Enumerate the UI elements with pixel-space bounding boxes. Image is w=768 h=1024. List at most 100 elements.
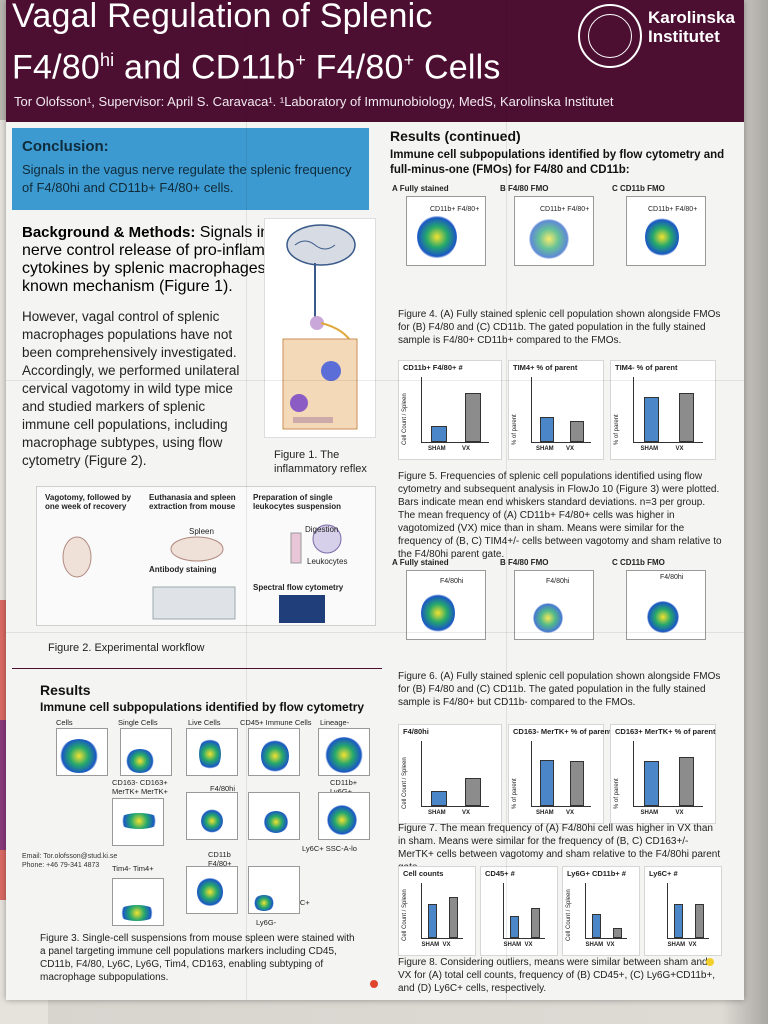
poster-title: Vagal Regulation of Splenic F4/80hi and … [12, 0, 501, 89]
category-label: VX [462, 810, 471, 816]
title-part: F4/80 [306, 48, 404, 87]
workflow-step-4: Antibody staining [149, 565, 217, 574]
poster-authors: Tor Olofsson¹, Supervisor: April S. Cara… [14, 94, 614, 109]
figure-2-caption: Figure 2. Experimental workflow [48, 642, 205, 654]
conclusion-heading: Conclusion: [22, 138, 109, 155]
results-continued-heading: Results (continued) [390, 128, 521, 144]
gate-label: CD11b+ F4/80+ [648, 206, 698, 213]
title-part: Cells [414, 48, 501, 87]
bar [431, 425, 447, 442]
bar [465, 778, 481, 806]
title-line-2: F4/80hi and CD11b+ F4/80+ Cells [12, 38, 501, 89]
fold-line [246, 0, 247, 1000]
bar [448, 896, 459, 938]
category-label: VX [442, 942, 451, 948]
title-part: and CD11b [114, 48, 296, 87]
category-label: SHAM [640, 446, 659, 452]
y-axis-label: Cell Count / Spleen [402, 393, 408, 445]
chart-axes [421, 883, 463, 939]
pushpin-icon [706, 958, 714, 966]
bar [643, 761, 660, 806]
bar [591, 913, 602, 938]
category-label: SHAM [585, 942, 604, 948]
facs-plot [112, 798, 164, 846]
facs-plot [514, 570, 594, 640]
facs-plot [514, 196, 594, 266]
chart-axes [585, 883, 627, 939]
gate-label: Ly6G- [256, 918, 277, 927]
background-text: Signals in the vagus nerve control relea… [22, 224, 343, 295]
results-continued-subheading: Immune cell subpopulations identified by… [390, 149, 725, 176]
panel-title: A Fully stained [392, 184, 449, 193]
workflow-illustrations [62, 524, 342, 623]
category-label: VX [675, 810, 684, 816]
bar-chart: CD163- MerTK+ % of parent % of parent SHAM… [508, 724, 612, 824]
bar-chart: CD45+ # SHAM VX [480, 866, 558, 956]
category-label: SHAM [428, 446, 446, 452]
bar [694, 904, 705, 938]
chart-title: CD45+ # [485, 869, 515, 878]
figure-3-caption: Figure 3. Single-cell suspensions from m… [40, 933, 355, 983]
fig4-panel-a: A Fully stained CD11b+ F4/80+ [392, 184, 488, 274]
figure-6-flow-panels: A Fully stained F4/80hi B F4/80 FMO F4/8… [392, 558, 712, 658]
figure-4-flow-panels: A Fully stained CD11b+ F4/80+ B F4/80 FM… [392, 184, 712, 284]
figure-1-inflammatory-reflex [264, 218, 376, 438]
inflammatory-reflex-diagram [282, 224, 358, 430]
category-label: SHAM [503, 942, 522, 948]
bar-chart: TIM4+ % of parent % of parent SHAM VX [508, 360, 604, 460]
phone-number: Phone: +46 79-341 4873 [22, 862, 100, 869]
bar-chart: Ly6C+ # SHAM VX [644, 866, 722, 956]
bar-chart: CD163+ MerTK+ % of parent % of parent SHAM… [610, 724, 716, 824]
chart-title: F4/80hi [403, 727, 429, 736]
background-p2: However, vagal control of splenic macrop… [22, 309, 240, 468]
figure-5-bar-charts: CD11b+ F4/80+ # Cell Count / Spleen SHAM VX… [392, 360, 720, 460]
bar-chart: TIM4- % of parent % of parent SHAM VX [610, 360, 716, 460]
gate-label: CD11b F4/80+ [208, 850, 232, 868]
fold-line [6, 380, 744, 381]
chart-axes [421, 377, 489, 443]
bar [643, 396, 660, 442]
chart-title: TIM4- % of parent [615, 363, 678, 372]
gate-label: CD11b+ F4/80+ [540, 206, 590, 213]
y-axis-label: % of parent [614, 778, 620, 809]
spleen-label: Spleen [189, 527, 214, 536]
y-axis-label: % of parent [614, 414, 620, 445]
gate-label: Single Cells [118, 718, 158, 727]
chart-title: Ly6G+ CD11b+ # [567, 869, 626, 878]
chart-axes [633, 377, 703, 443]
chart-axes [633, 741, 703, 807]
bar [530, 908, 541, 938]
institution-line: Karolinska [648, 8, 735, 27]
category-label: SHAM [640, 810, 659, 816]
gate-label: F4/80hi [546, 578, 570, 585]
institution-name: Karolinska Institutet [648, 8, 735, 46]
figure-1-caption: Figure 1. The inflammatory reflex [274, 449, 367, 475]
chart-title: Cell counts [403, 869, 444, 878]
title-part: F4/80 [12, 48, 100, 87]
gate-label: Tim4- Tim4+ [112, 864, 154, 873]
facs-plot [318, 728, 370, 776]
chart-title: TIM4+ % of parent [513, 363, 578, 372]
facs-plot [186, 792, 238, 840]
workflow-step-3: Preparation of single leukocytes suspens… [253, 493, 342, 511]
facs-plot [248, 866, 300, 914]
fig6-panel-b: B F4/80 FMO F4/80hi [500, 558, 596, 648]
conclusion-box: Conclusion: Signals in the vagus nerve r… [12, 128, 369, 210]
figure-3-gating: Cells Single Cells Live Cells CD45+ Immu… [40, 718, 374, 948]
email-link[interactable]: Email: Tor.olofsson@stud.ki.se [22, 853, 118, 860]
bar [431, 791, 447, 806]
category-label: VX [566, 446, 575, 452]
workflow-step-1: Vagotomy, followed by one week of recove… [45, 493, 132, 511]
panel-title: C CD11b FMO [612, 558, 665, 567]
contact-info: Email: Tor.olofsson@stud.ki.se Phone: +4… [22, 852, 117, 870]
panel-title: C CD11b FMO [612, 184, 665, 193]
right-column: Results (continued) Immune cell subpopul… [384, 126, 736, 996]
facs-plot [186, 728, 238, 776]
chart-title: CD11b+ F4/80+ # [403, 363, 463, 372]
facs-plot [186, 866, 238, 914]
category-label: SHAM [421, 942, 440, 948]
bar [465, 392, 481, 442]
y-axis-label: % of parent [512, 778, 518, 809]
title-line-1: Vagal Regulation of Splenic [12, 0, 433, 35]
bar-chart: Ly6G+ CD11b+ # Cell Count / Spleen SHAM VX [562, 866, 640, 956]
